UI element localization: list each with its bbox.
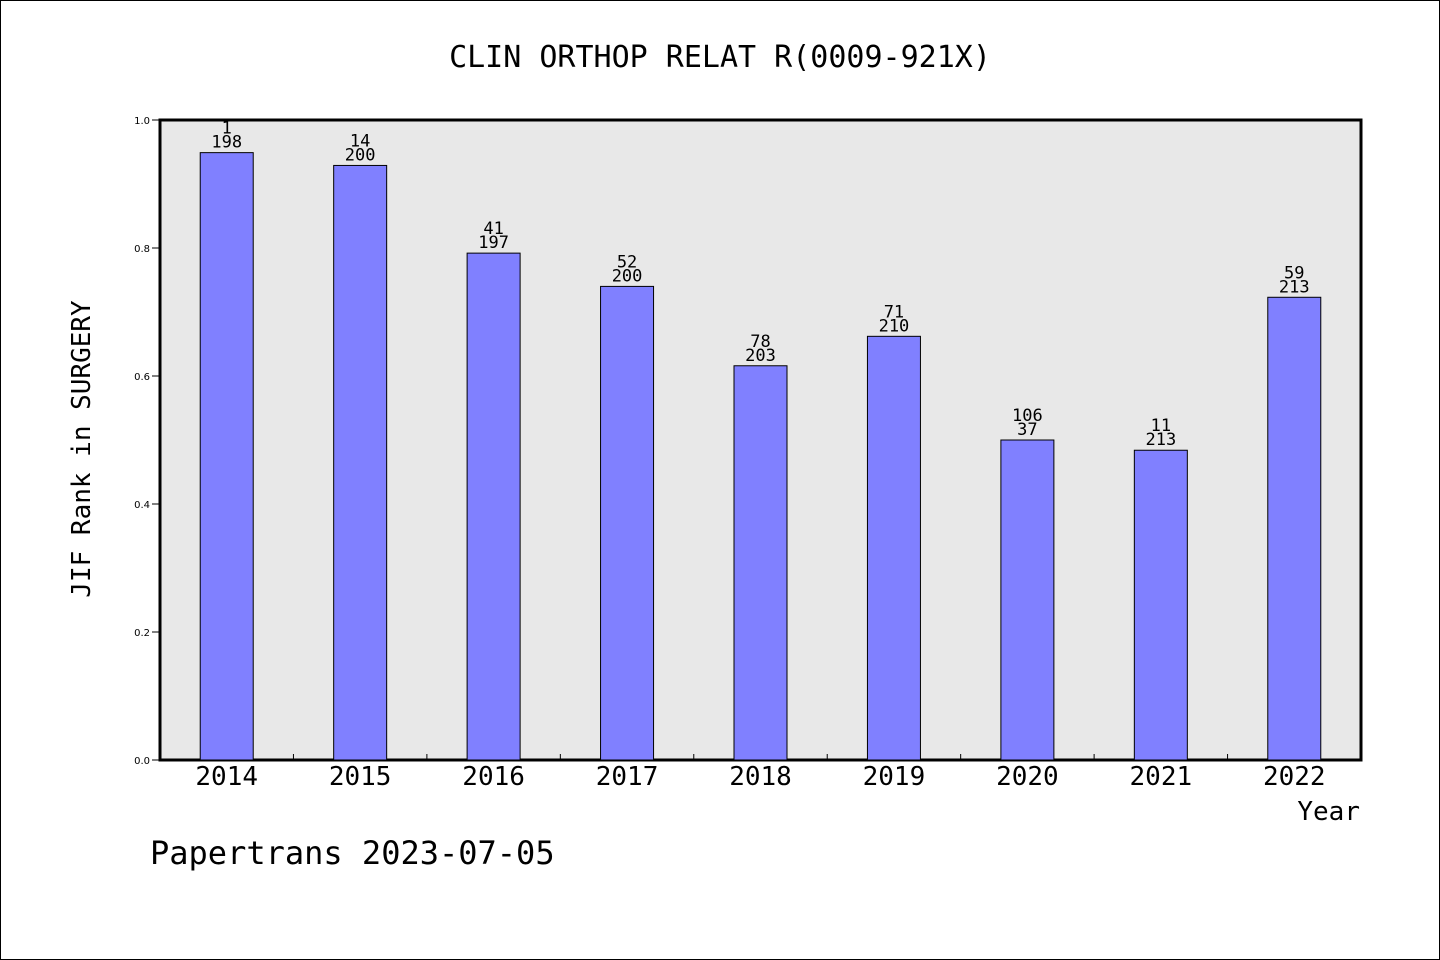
y-tick-label: 0.0 [134,756,150,767]
bar-2020 [1000,439,1055,761]
y-axis: 0.0 0.2 0.4 0.6 0.8 1.0 [134,116,160,767]
bar-label-rank: 59 [1284,263,1304,283]
x-tick-label: 2014 [195,762,258,792]
bar-2021 [1133,449,1188,761]
bar-label-rank: 11 [1151,416,1171,436]
bar-label-total: 197 [478,233,509,253]
bar-label-total: 198 [211,133,242,153]
bar-label-total: 203 [745,346,776,366]
y-axis-label: JIF Rank in SURGERY [67,300,97,598]
x-axis: 2014 2015 2016 2017 2018 2019 2020 2021 2022 [195,754,1326,792]
bar-2017 [600,285,655,761]
bar-2018 [733,365,788,761]
bar-label-total: 200 [612,266,643,286]
bar-label-rank: 1 [222,119,232,139]
bar-label-rank: 106 [1012,406,1043,426]
bar-label-total: 37 [1017,420,1037,440]
y-tick-label: 0.8 [134,244,150,255]
bar-label-total: 213 [1145,430,1176,450]
bar-label-total: 213 [1279,277,1310,297]
footer-stamp: Papertrans 2023-07-05 [150,834,555,872]
y-tick-label: 0.4 [134,500,150,511]
x-tick-label: 2016 [462,762,525,792]
bar-label-rank: 41 [483,219,503,239]
y-tick-label: 0.2 [134,628,150,639]
bar-2022 [1267,296,1322,761]
x-tick-label: 2019 [863,762,926,792]
bar-label-rank: 78 [750,332,770,352]
x-tick-label: 2015 [329,762,392,792]
chart-title: CLIN ORTHOP RELAT R(0009-921X) [449,40,991,75]
bar-2016 [466,252,521,761]
bar-2019 [866,335,921,761]
x-tick-label: 2022 [1263,762,1326,792]
y-tick-label: 1.0 [134,116,150,127]
bar-label-total: 210 [879,316,910,336]
x-tick-label: 2017 [596,762,659,792]
bar-label-rank: 71 [884,302,904,322]
y-tick-label: 0.6 [134,372,150,383]
x-tick-label: 2020 [996,762,1059,792]
bar-2015 [333,164,388,761]
bar-label-rank: 14 [350,131,370,151]
bar-2014 [199,152,254,761]
bar-label-total: 200 [345,145,376,165]
x-tick-label: 2018 [729,762,792,792]
x-axis-label: Year [1297,797,1360,827]
bar-label-rank: 52 [617,252,637,272]
x-tick-label: 2021 [1130,762,1193,792]
